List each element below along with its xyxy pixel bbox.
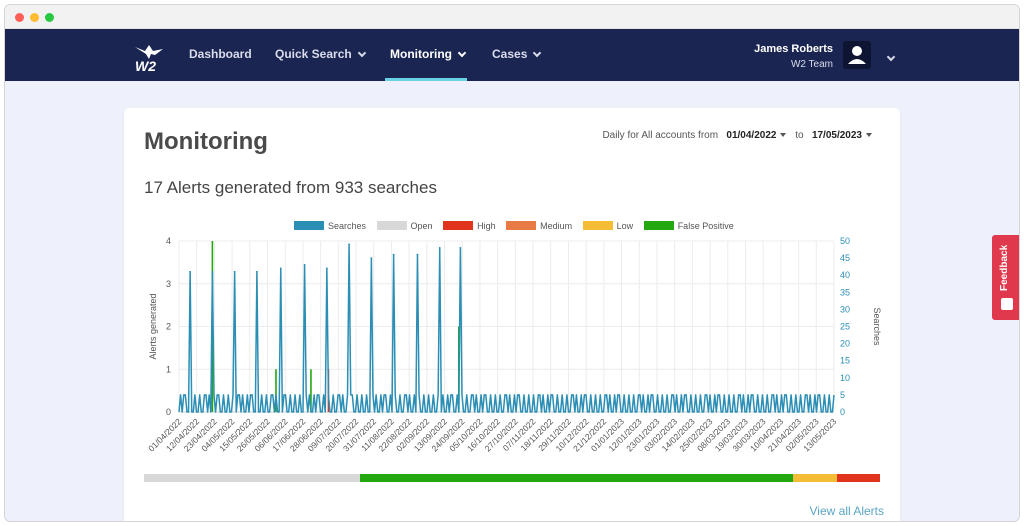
alert-bar xyxy=(310,369,312,412)
searches-peak-point xyxy=(303,264,306,266)
view-all-alerts-link[interactable]: View all Alerts xyxy=(809,504,884,518)
date-range-to: to xyxy=(795,130,804,141)
chevron-down-icon xyxy=(357,48,366,58)
nav-cases[interactable]: Cases xyxy=(492,47,542,61)
searches-peak-point xyxy=(348,243,351,246)
searches-peak-point xyxy=(459,246,462,249)
svg-text:W2: W2 xyxy=(135,58,156,73)
y-right-tick-label: 10 xyxy=(840,373,850,383)
searches-peak-point xyxy=(189,270,192,273)
w2-logo[interactable]: W2 xyxy=(131,37,167,73)
page-title: Monitoring xyxy=(144,128,268,155)
searches-peak-point xyxy=(256,270,258,273)
chart-legend: Searches Open High Medium Low False Posi… xyxy=(294,221,742,235)
y-left-tick-label: 2 xyxy=(166,322,171,332)
searches-peak-point xyxy=(438,246,441,249)
user-icon xyxy=(848,46,866,64)
status-segment xyxy=(360,474,794,482)
legend-medium[interactable]: Medium xyxy=(506,221,572,231)
legend-high[interactable]: High xyxy=(443,221,496,231)
y-axis-right-title: Searches xyxy=(872,307,882,346)
nav-cases-label: Cases xyxy=(492,47,528,61)
y-right-tick-label: 5 xyxy=(840,390,845,400)
searches-peak-point xyxy=(211,270,214,273)
chevron-down-icon xyxy=(457,48,467,58)
nav-monitoring[interactable]: Monitoring xyxy=(390,47,467,61)
avatar[interactable] xyxy=(843,41,871,69)
minimize-dot-icon[interactable] xyxy=(30,13,39,22)
y-left-tick-label: 1 xyxy=(166,364,171,374)
y-axis-left-title: Alerts generated xyxy=(148,293,158,359)
close-dot-icon[interactable] xyxy=(15,13,24,22)
active-tab-underline xyxy=(385,78,467,81)
legend-open[interactable]: Open xyxy=(376,221,433,231)
user-name[interactable]: James Roberts xyxy=(754,43,833,55)
legend-false-positive[interactable]: False Positive xyxy=(643,221,734,231)
top-nav: W2 Dashboard Quick Search Monitoring Cas… xyxy=(5,29,1019,81)
monitoring-card: Monitoring Daily for All accounts from 0… xyxy=(124,108,900,521)
legend-searches[interactable]: Searches xyxy=(294,221,366,231)
y-left-tick-label: 3 xyxy=(166,279,171,289)
nav-quick-search-label: Quick Search xyxy=(275,47,352,61)
searches-peak-point xyxy=(325,267,328,270)
nav-monitoring-label: Monitoring xyxy=(390,47,452,61)
chevron-down-icon xyxy=(533,48,542,58)
y-right-tick-label: 30 xyxy=(840,304,850,314)
searches-peak-point xyxy=(370,257,373,259)
y-right-tick-label: 45 xyxy=(840,253,850,263)
y-left-tick-label: 0 xyxy=(166,407,171,417)
y-right-tick-label: 15 xyxy=(840,356,850,366)
maximize-dot-icon[interactable] xyxy=(45,13,54,22)
y-right-tick-label: 50 xyxy=(840,236,850,246)
y-left-tick-label: 4 xyxy=(166,236,171,246)
caret-down-icon[interactable] xyxy=(780,133,787,137)
alert-bar xyxy=(275,369,277,412)
status-segment xyxy=(144,474,361,482)
searches-series-line xyxy=(178,243,835,413)
date-to[interactable]: 17/05/2023 xyxy=(811,130,862,141)
user-team: W2 Team xyxy=(790,59,833,70)
feedback-icon xyxy=(1001,298,1013,310)
y-right-tick-label: 25 xyxy=(840,322,850,332)
date-range-prefix: Daily for All accounts from xyxy=(602,130,719,141)
status-segment xyxy=(836,474,880,482)
nav-dashboard[interactable]: Dashboard xyxy=(189,47,252,61)
alerts-summary: 17 Alerts generated from 933 searches xyxy=(144,178,437,197)
date-range: Daily for All accounts from 01/04/2022 t… xyxy=(602,130,878,141)
y-right-tick-label: 40 xyxy=(840,270,850,280)
feedback-tab[interactable]: Feedback xyxy=(992,235,1019,320)
nav-quick-search[interactable]: Quick Search xyxy=(275,47,366,61)
user-menu-chevron-icon[interactable] xyxy=(881,49,896,67)
date-from[interactable]: 01/04/2022 xyxy=(726,130,777,141)
alert-status-bar xyxy=(144,474,880,482)
status-segment xyxy=(793,474,837,482)
searches-peak-point xyxy=(416,253,419,256)
y-right-tick-label: 0 xyxy=(840,407,845,417)
feedback-label: Feedback xyxy=(999,244,1010,291)
searches-peak-point xyxy=(279,267,282,270)
browser-window: W2 Dashboard Quick Search Monitoring Cas… xyxy=(4,4,1020,522)
browser-chrome xyxy=(5,5,1019,29)
y-right-tick-label: 35 xyxy=(840,287,850,297)
searches-peak-point xyxy=(392,253,395,256)
searches-peak-point xyxy=(233,270,236,273)
legend-low[interactable]: Low xyxy=(582,221,633,231)
y-right-tick-label: 20 xyxy=(840,339,850,349)
caret-down-icon[interactable] xyxy=(866,133,872,137)
